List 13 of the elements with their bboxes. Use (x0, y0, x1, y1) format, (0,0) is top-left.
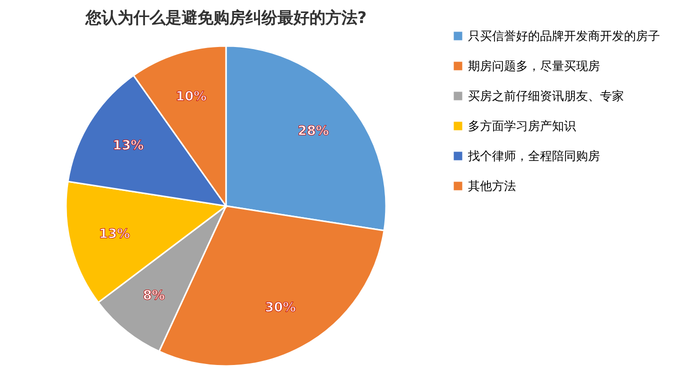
data-label: 30% (264, 300, 296, 316)
legend-label: 买房之前仔细资讯朋友、专家 (468, 89, 624, 103)
chart-title: 您认为什么是避免购房纠纷最好的方法? (84, 8, 367, 27)
data-label: 13% (112, 138, 144, 154)
legend-label: 找个律师，全程陪同购房 (467, 149, 600, 163)
data-label: 28% (298, 124, 329, 140)
legend-label: 其他方法 (468, 179, 516, 193)
data-label: 10% (176, 89, 207, 104)
legend-label: 多方面学习房产知识 (468, 119, 576, 133)
legend-label: 只买信誉好的品牌开发商开发的房子 (468, 29, 660, 43)
data-label: 8% (142, 288, 165, 304)
legend-label: 期房问题多，尽量买现房 (468, 59, 600, 73)
data-label: 13% (98, 227, 130, 242)
